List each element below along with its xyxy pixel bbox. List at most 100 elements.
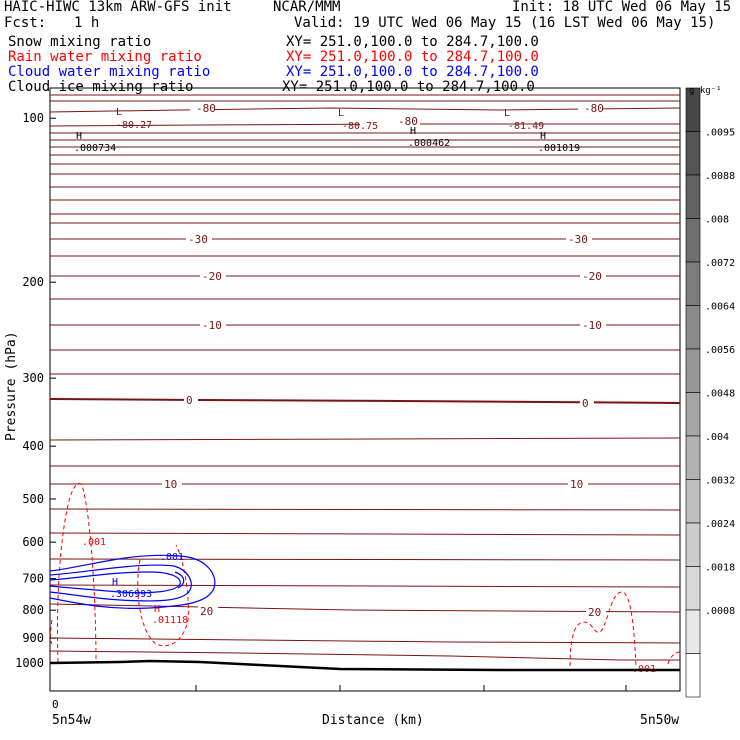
low-marker: L [338, 108, 344, 119]
colorbar-unit: g kg⁻¹ [689, 86, 722, 96]
rain-contour [667, 651, 681, 665]
rain-contours [50, 482, 681, 667]
rain-contour [569, 591, 637, 667]
temp-label: 10 [164, 478, 177, 491]
rain-contour [50, 619, 53, 645]
isotherm-line [49, 637, 681, 644]
colorbar-swatch [685, 609, 701, 654]
field-xy-cloud-ice: XY= 251.0,100.0 to 284.7,100.0 [282, 79, 535, 95]
colorbar-swatch [685, 566, 701, 611]
rain-high-marker: H [154, 604, 160, 615]
field-xy-snow: XY= 251.0,100.0 to 284.7,100.0 [286, 34, 539, 50]
temp-label: 0 [186, 394, 193, 407]
temp-label: 20 [200, 605, 213, 618]
field-name-cloud-water: Cloud water mixing ratio [8, 64, 211, 80]
cloud-water-contours [49, 554, 216, 609]
low-value: -81.49 [508, 121, 544, 132]
x-left-label: 5n54w [52, 713, 91, 728]
temperature-labels: -80 -80 -80 -30 -30 -20 -20 -10 -10 0 0 … [164, 102, 604, 619]
y-tick-label: 500 [22, 492, 44, 506]
terrain-line [49, 659, 680, 672]
colorbar-label: .0048 [705, 389, 735, 400]
temp-label: 20 [588, 606, 601, 619]
temp-label: -10 [582, 319, 602, 332]
isotherm-line [49, 508, 681, 511]
field-name-cloud-ice: Cloud ice mixing ratio [8, 79, 194, 95]
colorbar-swatch [685, 305, 701, 350]
high-value: .000734 [74, 143, 116, 154]
high-marker: H [540, 131, 546, 142]
temp-label: 0 [582, 397, 589, 410]
field-xy-cloud-water: XY= 251.0,100.0 to 284.7,100.0 [286, 64, 539, 80]
colorbar-label: .0024 [705, 519, 735, 530]
colorbar-label: .0064 [705, 302, 735, 313]
temp-label: -80 [196, 102, 216, 115]
low-marker: L [504, 108, 510, 119]
temp-label: -30 [568, 233, 588, 246]
colorbar-swatch [685, 392, 701, 437]
field-name-rain: Rain water mixing ratio [8, 49, 202, 65]
y-tick-label: 700 [22, 572, 44, 586]
y-tick-label: 400 [22, 439, 44, 453]
high-value: .001019 [538, 143, 580, 154]
extrema-labels: L -80.27 L -80.75 L -81.49 H .000734 H .… [74, 107, 580, 154]
colorbar-swatch [685, 435, 701, 480]
isotherm-line [49, 650, 680, 661]
cloud-contour [174, 571, 185, 589]
fcst-label: Fcst: [4, 15, 47, 31]
rain-contour [56, 482, 97, 663]
temp-label: -20 [202, 270, 222, 283]
colorbar: .0095 .0088 .008 .0072 .0064 .0056 .0048 .004 .0… [685, 87, 735, 698]
cloud-contour [49, 571, 181, 594]
colorbar-swatch [685, 261, 701, 306]
y-tick-label: 100 [22, 111, 44, 125]
init-time: Init: 18 UTC Wed 06 May 15 [512, 0, 732, 15]
y-tick-label: 1000 [15, 656, 44, 670]
isotherm-line [49, 584, 681, 588]
colorbar-label: .0018 [705, 563, 735, 574]
colorbar-label: .0008 [705, 606, 735, 617]
high-marker: H [410, 126, 416, 137]
field-name-snow: Snow mixing ratio [8, 34, 152, 50]
y-tick-label: 900 [22, 631, 44, 645]
colorbar-swatch [685, 348, 701, 393]
x-right-label: 5n50w [640, 713, 679, 728]
colorbar-swatch [685, 218, 701, 263]
fcst-value: 1 h [74, 15, 100, 31]
colorbar-label: .008 [705, 215, 729, 226]
temp-label: -20 [582, 270, 602, 283]
isotherm-line [49, 532, 681, 536]
temp-label: 10 [570, 478, 583, 491]
low-value: -80.75 [342, 121, 378, 132]
isotherm-line [49, 107, 681, 113]
high-value: .000462 [408, 138, 450, 149]
y-axis-title: Pressure (hPa) [4, 331, 19, 441]
field-xy-rain: XY= 251.0,100.0 to 284.7,100.0 [286, 49, 539, 65]
y-tick-label: 200 [22, 275, 44, 289]
low-value: -80.27 [116, 120, 152, 131]
y-tick-label: 600 [22, 535, 44, 549]
x-axis-title: Distance (km) [322, 713, 424, 728]
valid-time: Valid: 19 UTC Wed 06 May 15 (16 LST Wed … [294, 15, 716, 31]
temp-label: -10 [202, 319, 222, 332]
model-title: HAIC-HIWC 13km ARW-GFS init [4, 0, 232, 15]
org-label: NCAR/MMM [273, 0, 341, 15]
rain-label: .001 [82, 537, 106, 548]
cloud-contour [49, 564, 192, 602]
y-tick-label: 800 [22, 603, 44, 617]
colorbar-label: .0072 [705, 258, 735, 269]
cloud-high-marker: H [112, 577, 118, 588]
temperature-isotherms [49, 94, 681, 661]
isotherm-line [49, 123, 680, 127]
colorbar-swatch [685, 174, 701, 219]
isotherm-line [49, 437, 681, 441]
label-masks [162, 102, 606, 618]
high-marker: H [76, 131, 82, 142]
cloud-label: .001 [160, 552, 184, 563]
isotherm-line [49, 558, 681, 561]
colorbar-label: .0032 [705, 476, 735, 487]
cloud-labels: .001 H .306993 [110, 552, 184, 600]
y-tick-label: 300 [22, 371, 44, 385]
